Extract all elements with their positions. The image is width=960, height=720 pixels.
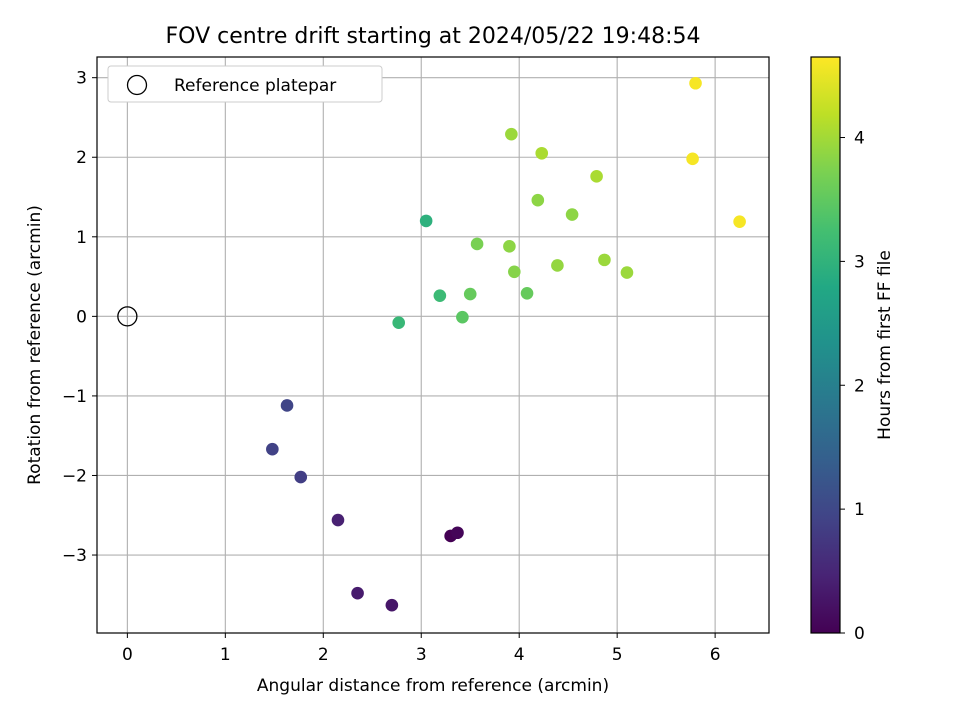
colorbar: 0 1 2 3 4 Hours from first FF file: [810, 56, 895, 644]
data-point: [590, 170, 603, 183]
y-tick-label: 0: [76, 307, 87, 327]
x-tick-label: 4: [514, 645, 525, 665]
data-point: [419, 214, 433, 228]
x-tick-label: 2: [318, 645, 329, 665]
x-tick-label: 1: [220, 645, 231, 665]
data-point: [433, 289, 447, 302]
data-point: [620, 266, 634, 279]
legend-marker-reference: [126, 74, 148, 96]
data-point: [531, 193, 545, 207]
x-axis-ticks: 0 1 2 3 4 5 6: [122, 633, 721, 665]
data-point: [351, 586, 364, 600]
y-tick-label: 3: [76, 69, 87, 89]
legend-box: [107, 65, 383, 103]
data-point: [463, 287, 477, 301]
data-point: [565, 208, 579, 221]
x-tick-label: 0: [122, 645, 133, 665]
data-point: [294, 470, 308, 484]
colorbar-ticks: 0 1 2 3 4: [840, 129, 865, 644]
colorbar-tick-label: 1: [854, 500, 865, 520]
colorbar-tick-label: 4: [854, 129, 865, 149]
data-point: [385, 598, 399, 612]
data-point: [503, 240, 516, 253]
colorbar-label: Hours from first FF file: [875, 250, 895, 440]
chart-title: FOV centre drift starting at 2024/05/22 …: [166, 24, 701, 49]
data-point: [470, 237, 484, 251]
data-point: [456, 310, 469, 324]
x-tick-label: 6: [710, 645, 721, 665]
y-axis-label: Rotation from reference (arcmin): [25, 205, 45, 485]
data-point: [686, 152, 699, 166]
x-axis-label: Angular distance from reference (arcmin): [257, 676, 609, 696]
data-point: [331, 513, 345, 527]
data-point: [451, 526, 464, 540]
y-tick-label: −3: [62, 546, 87, 566]
data-point: [520, 286, 534, 300]
colorbar-tick-label: 0: [854, 624, 865, 644]
data-points: [117, 76, 746, 612]
data-point: [280, 399, 294, 412]
y-tick-label: 2: [76, 148, 87, 168]
colorbar-gradient: [811, 57, 840, 633]
data-point: [535, 146, 549, 160]
x-tick-label: 5: [612, 645, 623, 665]
y-tick-label: 1: [76, 228, 87, 248]
data-point: [733, 215, 746, 228]
data-point: [266, 442, 279, 456]
data-point: [505, 127, 518, 141]
data-point: [508, 265, 521, 279]
reference-platepar-marker: [117, 306, 138, 327]
data-point: [392, 316, 406, 330]
y-axis-ticks: −3 −2 −1 0 1 2 3: [62, 69, 97, 566]
colorbar-frame: [810, 56, 841, 634]
x-tick-label: 3: [416, 645, 427, 665]
data-point: [551, 259, 564, 272]
legend-label-reference: Reference platepar: [174, 76, 336, 96]
data-point: [598, 253, 611, 267]
y-tick-label: −1: [62, 387, 87, 407]
colorbar-tick-label: 2: [854, 376, 865, 396]
colorbar-tick-label: 3: [854, 252, 865, 272]
gridlines: [97, 57, 769, 633]
plot-frame: [96, 56, 770, 634]
y-tick-label: −2: [62, 466, 87, 486]
legend: Reference platepar: [107, 65, 383, 103]
data-point: [689, 76, 702, 90]
